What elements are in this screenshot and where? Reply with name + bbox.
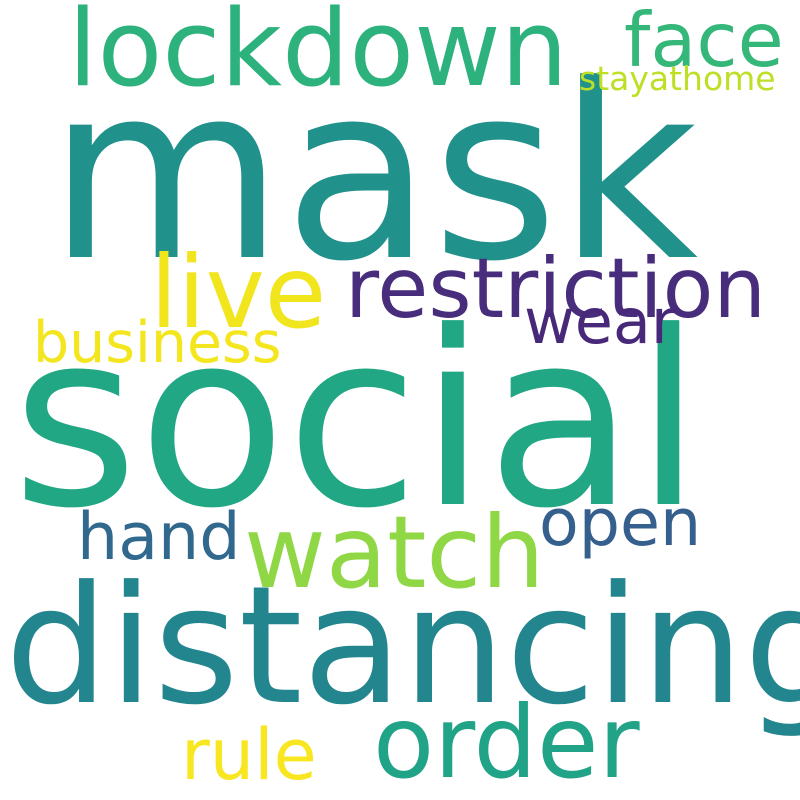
word-distancing: distancing [5,552,800,741]
word-business: business [33,310,282,376]
word-order: order [373,684,640,800]
word-lockdown: lockdown [68,0,568,110]
word-watch: watch [244,494,545,611]
word-hand: hand [77,500,241,575]
word-face: face [624,0,784,84]
word-restriction: restriction [345,240,766,337]
word-live: live [150,234,327,351]
word-stayathome: stayathome [579,59,776,98]
word-rule: rule [181,714,317,796]
word-social: social [12,280,702,562]
word-open: open [539,486,702,561]
word-wear: wear [524,285,677,358]
word-mask: mask [48,33,699,315]
